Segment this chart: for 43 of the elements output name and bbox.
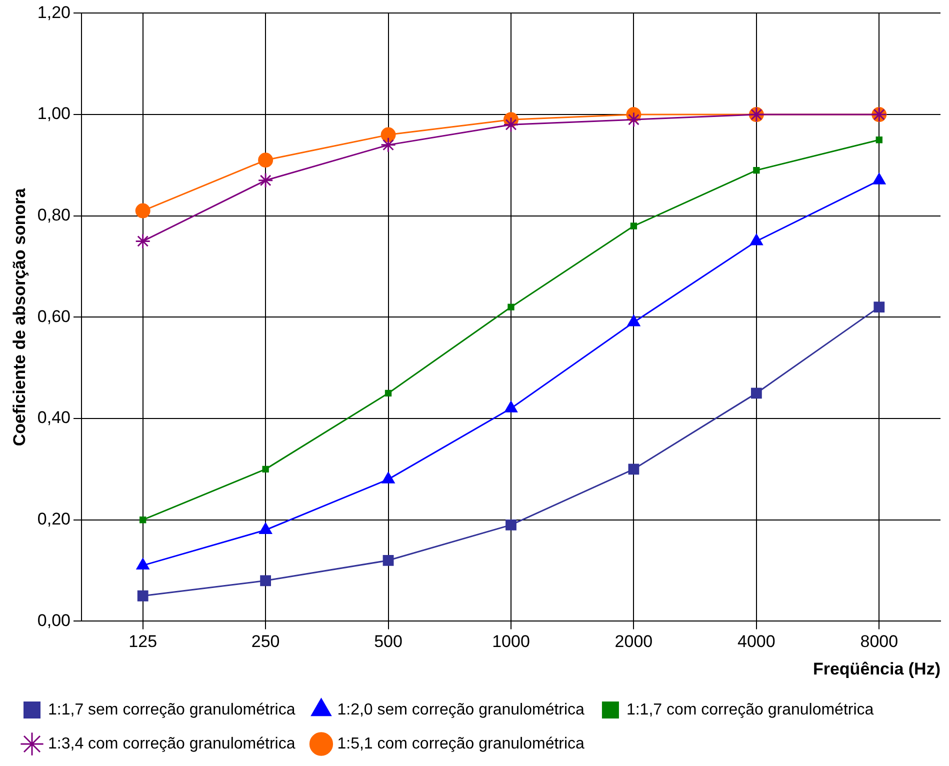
y-tick-label: 0,40	[37, 408, 70, 428]
y-tick-label: 0,80	[37, 206, 70, 225]
point	[258, 172, 274, 188]
x-tick-label: 500	[374, 632, 402, 652]
point	[137, 590, 148, 602]
point	[876, 136, 882, 144]
point	[503, 116, 519, 132]
legend-label: 1:1,7 com correção granulométrica	[626, 701, 874, 718]
point	[384, 390, 392, 397]
legend-label: 1:1,7 sem correção granulométrica	[48, 701, 296, 718]
point	[260, 575, 272, 586]
point	[628, 464, 640, 475]
y-tick-label: 0,00	[37, 610, 70, 630]
point	[140, 516, 146, 524]
y-tick-label: 1,00	[37, 104, 70, 124]
point	[258, 152, 274, 168]
x-tick-label: 4000	[738, 632, 776, 652]
point	[626, 112, 642, 128]
y-tick-label: 1,20	[37, 2, 70, 22]
x-tick-label: 125	[128, 632, 158, 652]
point	[135, 233, 151, 249]
x-tick-label: 1000	[492, 632, 530, 652]
legend-label: 1:3,4 com correção granulométrica	[48, 735, 296, 752]
point	[753, 166, 760, 174]
point	[135, 203, 150, 218]
point	[506, 519, 516, 530]
point	[380, 137, 396, 153]
legend-label: 1:5,1 com correção granulométrica	[337, 735, 585, 752]
point	[382, 554, 394, 566]
x-axis-title: Freqüência (Hz)	[812, 659, 940, 678]
point	[380, 127, 396, 142]
point	[874, 302, 885, 313]
legend-label: 1:2,0 sem correção granulométrica	[337, 701, 585, 718]
y-axis-title: Coeficiente de absorção sonora	[10, 188, 29, 446]
y-tick-label: 0,20	[37, 510, 70, 529]
x-tick-label: 2000	[614, 632, 653, 652]
point	[262, 466, 269, 473]
x-tick-label: 8000	[860, 632, 898, 652]
y-tick-label: 0,60	[37, 306, 70, 326]
point	[508, 304, 514, 310]
x-tick-label: 250	[251, 632, 280, 652]
point	[750, 388, 762, 399]
point	[630, 222, 638, 230]
